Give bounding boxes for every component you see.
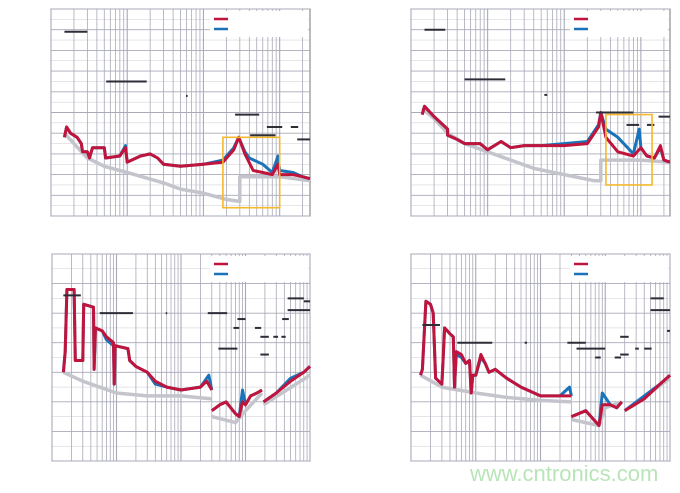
legend — [570, 256, 668, 282]
highlight-box — [605, 113, 653, 186]
series-single-line — [420, 104, 671, 164]
legend — [210, 256, 308, 282]
series-floor-line — [421, 107, 671, 183]
legend-background — [570, 256, 668, 282]
chart-2 — [410, 8, 671, 217]
legend-background — [210, 256, 308, 282]
chart-1 — [50, 8, 311, 217]
series-single-line — [61, 288, 312, 419]
legend — [570, 11, 668, 37]
legend-background — [210, 11, 308, 37]
legend — [210, 11, 308, 37]
watermark: www.cntronics.com — [469, 461, 658, 486]
series-single-line — [419, 299, 671, 427]
chart-3 — [51, 253, 312, 462]
highlight-box — [222, 136, 281, 209]
chart-4 — [410, 253, 672, 462]
series-single-line — [62, 125, 311, 181]
series-floor-line — [63, 132, 311, 204]
legend-background — [570, 11, 668, 37]
